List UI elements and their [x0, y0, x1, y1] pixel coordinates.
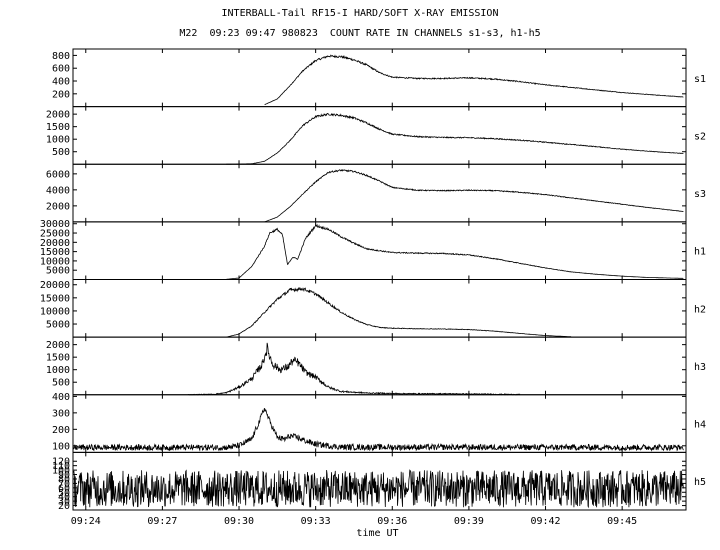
y-tick-label-h1: 20000 [40, 238, 70, 249]
series-line-h5 [72, 469, 684, 509]
x-tick-label: 09:45 [607, 516, 637, 527]
y-tick-label-h1: 25000 [40, 229, 70, 240]
series-line-s2 [226, 112, 684, 165]
panel-frame-h3 [72, 336, 687, 396]
y-tick-label-h2: 15000 [40, 293, 70, 304]
y-tick-label-h3: 1500 [46, 353, 70, 364]
y-tick-label-s3: 4000 [46, 185, 70, 196]
y-tick-label-s3: 2000 [46, 201, 70, 212]
x-tick-label: 09:39 [454, 516, 484, 527]
y-tick-label-h5: 70 [58, 479, 70, 490]
channel-label-h3: h3 [694, 362, 706, 373]
y-tick-label-s2: 2000 [46, 110, 70, 121]
y-tick-label-h1: 15000 [40, 247, 70, 258]
panel-frame-h4 [72, 394, 687, 453]
y-tick-label-h1: 10000 [40, 256, 70, 267]
y-tick-label-h4: 200 [52, 425, 70, 436]
y-tick-label-h3: 2000 [46, 340, 70, 351]
y-tick-label-s1: 800 [52, 51, 70, 62]
y-tick-label-h3: 1000 [46, 365, 70, 376]
channel-label-s1: s1 [694, 74, 706, 85]
channel-label-s2: s2 [694, 131, 706, 142]
x-axis-label: time UT [356, 528, 399, 539]
y-tick-label-h5: 110 [52, 461, 70, 472]
y-tick-label-s3: 6000 [46, 169, 70, 180]
channel-label-s3: s3 [694, 189, 706, 200]
y-tick-label-s2: 1000 [46, 135, 70, 146]
series-line-s1 [264, 54, 684, 106]
y-tick-label-h1: 5000 [46, 266, 70, 277]
channel-label-h2: h2 [694, 304, 706, 315]
panel-frame-s2 [72, 106, 687, 165]
series-line-s3 [264, 168, 684, 223]
y-tick-label-h5: 30 [58, 497, 70, 508]
y-tick-label-h5: 120 [52, 457, 70, 468]
panel-frame-s3 [72, 163, 687, 223]
chart-title: INTERBALL-Tail RF15-I HARD/SOFT X-RAY EM… [221, 8, 499, 19]
y-tick-label-h5: 100 [52, 466, 70, 477]
channel-label-h5: h5 [694, 477, 706, 488]
y-tick-label-h5: 50 [58, 488, 70, 499]
x-tick-label: 09:42 [530, 516, 560, 527]
y-tick-label-h5: 40 [58, 492, 70, 503]
x-tick-label: 09:24 [71, 516, 101, 527]
y-tick-label-h5: 60 [58, 483, 70, 494]
panel-frame-s1 [72, 48, 687, 108]
y-tick-label-h4: 300 [52, 408, 70, 419]
y-tick-label-s1: 600 [52, 64, 70, 75]
y-tick-label-s1: 200 [52, 89, 70, 100]
x-tick-label: 09:30 [224, 516, 254, 527]
y-tick-label-s2: 1500 [46, 122, 70, 133]
series-line-h1 [226, 223, 684, 280]
panel-frame-h5 [72, 451, 687, 511]
series-line-h4 [72, 408, 684, 452]
y-tick-label-h2: 5000 [46, 320, 70, 331]
channel-label-h4: h4 [694, 420, 706, 431]
series-line-h3 [187, 342, 521, 396]
y-tick-label-h1: 30000 [40, 219, 70, 230]
y-tick-label-h3: 500 [52, 378, 70, 389]
y-tick-label-h5: 90 [58, 470, 70, 481]
x-tick-label: 09:36 [377, 516, 407, 527]
y-tick-label-s2: 500 [52, 147, 70, 158]
panel-frame-h2 [72, 279, 687, 338]
chart-subtitle: M22 09:23 09:47 980823 COUNT RATE IN CHA… [179, 28, 541, 39]
series-line-h2 [226, 286, 572, 338]
y-tick-label-h4: 100 [52, 441, 70, 452]
channel-label-h1: h1 [694, 247, 706, 258]
x-tick-label: 09:27 [147, 516, 177, 527]
y-tick-label-h5: 20 [58, 501, 70, 512]
y-tick-label-h4: 400 [52, 392, 70, 403]
y-tick-label-s1: 400 [52, 77, 70, 88]
y-tick-label-h5: 80 [58, 474, 70, 485]
y-tick-label-h2: 10000 [40, 306, 70, 317]
y-tick-label-h2: 20000 [40, 280, 70, 291]
x-tick-label: 09:33 [301, 516, 331, 527]
